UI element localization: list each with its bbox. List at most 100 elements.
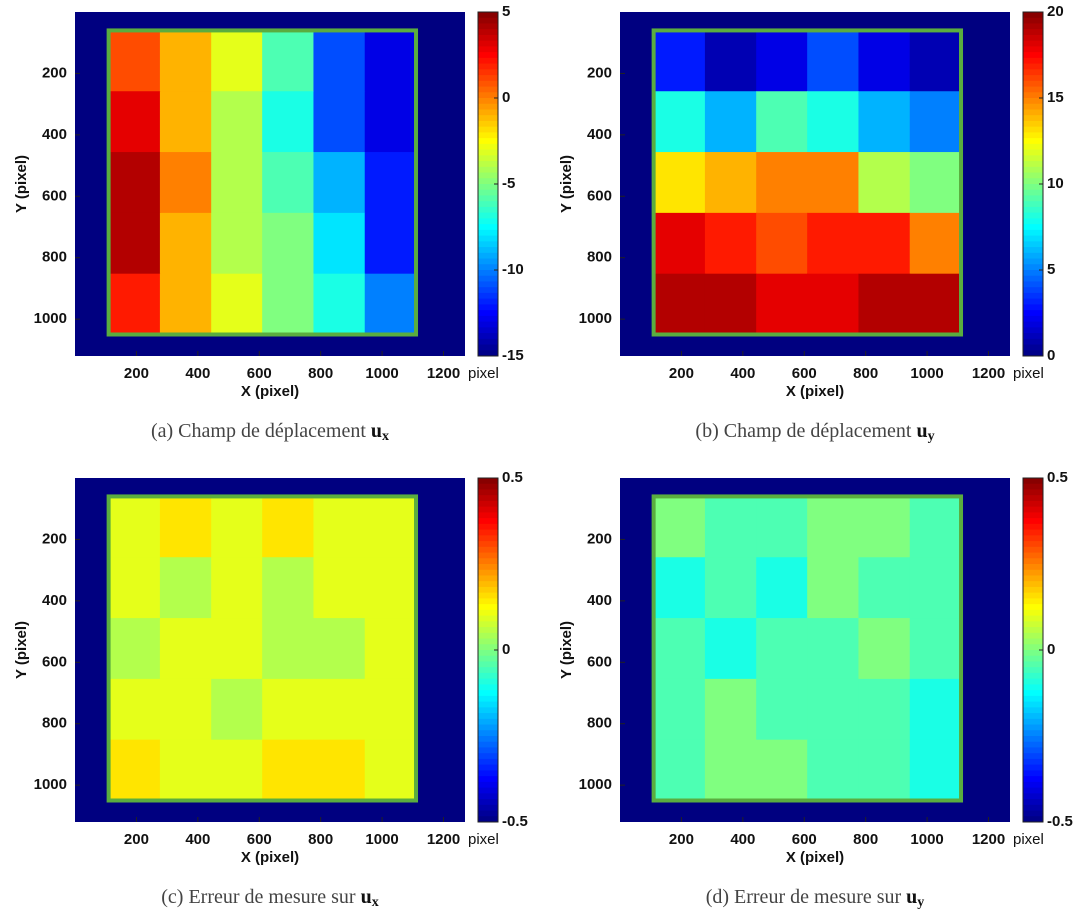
- colorbar-step: [478, 701, 498, 708]
- x-tick-label: 200: [124, 831, 149, 848]
- colorbar-step: [1023, 69, 1043, 76]
- colorbar-step: [1023, 592, 1043, 599]
- colorbar-step: [478, 178, 498, 185]
- cell: [704, 273, 757, 335]
- cell: [653, 212, 706, 275]
- colorbar-step: [478, 753, 498, 760]
- colorbar-step: [478, 143, 498, 151]
- colorbar-step: [1023, 609, 1043, 617]
- colorbar-step: [1023, 143, 1043, 151]
- colorbar-step: [478, 632, 498, 640]
- colorbar-step: [1023, 655, 1043, 662]
- colorbar-tick-label: -15: [502, 347, 524, 364]
- colorbar-step: [1023, 292, 1043, 300]
- cell: [704, 152, 757, 214]
- y-tick-label: 600: [587, 187, 612, 204]
- cell: [858, 30, 911, 92]
- cell: [756, 618, 808, 680]
- colorbar-step: [1023, 787, 1043, 794]
- colorbar-step: [1023, 310, 1043, 317]
- colorbar-tick-label: 0: [502, 641, 510, 658]
- colorbar-step: [478, 138, 498, 145]
- colorbar-step: [478, 770, 498, 777]
- colorbar-step: [478, 17, 498, 24]
- cell: [364, 30, 417, 92]
- cell: [262, 212, 314, 275]
- colorbar-step: [1023, 518, 1043, 525]
- cell: [313, 91, 366, 153]
- colorbar-step: [478, 229, 498, 237]
- cell: [108, 618, 161, 680]
- colorbar-step: [478, 672, 498, 680]
- cell: [807, 678, 859, 741]
- colorbar-step: [478, 258, 498, 265]
- x-tick-label: 1000: [910, 365, 943, 382]
- caption: (d) Erreur de mesure sur uy: [706, 886, 925, 911]
- caption-subscript: x: [382, 429, 389, 444]
- colorbar-step: [478, 678, 498, 685]
- colorbar-step: [1023, 730, 1043, 737]
- colorbar-step: [478, 667, 498, 674]
- colorbar-step: [1023, 512, 1043, 519]
- colorbar-step: [478, 298, 498, 305]
- colorbar-step: [478, 344, 498, 351]
- cell: [313, 273, 366, 335]
- cell: [262, 30, 314, 92]
- colorbar-step: [1023, 575, 1043, 582]
- colorbar-step: [1023, 201, 1043, 208]
- caption-subscript: y: [928, 429, 935, 444]
- roi-border: [106, 494, 419, 803]
- colorbar-step: [1023, 753, 1043, 760]
- cell: [262, 496, 314, 558]
- colorbar-step: [1023, 350, 1043, 357]
- colorbar-step: [478, 707, 498, 714]
- colorbar-step: [478, 816, 498, 823]
- x-tick-label: 1000: [910, 831, 943, 848]
- colorbar-step: [478, 126, 498, 133]
- colorbar-step: [478, 586, 498, 594]
- colorbar-step: [478, 523, 498, 531]
- colorbar-step: [478, 115, 498, 122]
- colorbar-step: [1023, 529, 1043, 536]
- cell: [858, 618, 911, 680]
- colorbar-step: [478, 201, 498, 208]
- colorbar-step: [1023, 315, 1043, 323]
- y-tick-label: 600: [587, 653, 612, 670]
- caption: (b) Champ de déplacement uy: [695, 420, 934, 445]
- colorbar-step: [1023, 495, 1043, 502]
- caption: (a) Champ de déplacement ux: [151, 420, 389, 445]
- colorbar-step: [1023, 781, 1043, 789]
- caption: (c) Erreur de mesure sur ux: [161, 886, 378, 911]
- colorbar-step: [478, 40, 498, 47]
- colorbar-step: [478, 34, 498, 42]
- y-tick-label: 1000: [579, 776, 612, 793]
- cell: [756, 152, 808, 214]
- x-tick-label: 600: [247, 365, 272, 382]
- cell: [313, 152, 366, 214]
- colorbar-step: [478, 644, 498, 651]
- x-tick-label: 1000: [365, 365, 398, 382]
- cell: [211, 496, 263, 558]
- x-tick-label: 800: [308, 831, 333, 848]
- cell: [909, 557, 962, 619]
- y-tick-label: 200: [42, 64, 67, 81]
- colorbar-step: [478, 495, 498, 502]
- roi-border: [106, 28, 419, 337]
- x-tick-label: 600: [792, 831, 817, 848]
- y-tick-label: 400: [42, 592, 67, 609]
- colorbar-step: [1023, 552, 1043, 559]
- cell: [807, 91, 859, 153]
- colorbar-step: [1023, 344, 1043, 351]
- colorbar-step: [478, 310, 498, 317]
- colorbar-step: [478, 98, 498, 105]
- colorbar-step: [1023, 86, 1043, 93]
- colorbar-label: pixel: [1013, 365, 1044, 382]
- colorbar-step: [1023, 678, 1043, 685]
- cell: [909, 739, 962, 801]
- colorbar-step: [1023, 149, 1043, 156]
- colorbar-step: [478, 690, 498, 697]
- cell: [211, 91, 263, 153]
- cell: [313, 30, 366, 92]
- cell: [704, 496, 757, 558]
- colorbar-step: [478, 546, 498, 554]
